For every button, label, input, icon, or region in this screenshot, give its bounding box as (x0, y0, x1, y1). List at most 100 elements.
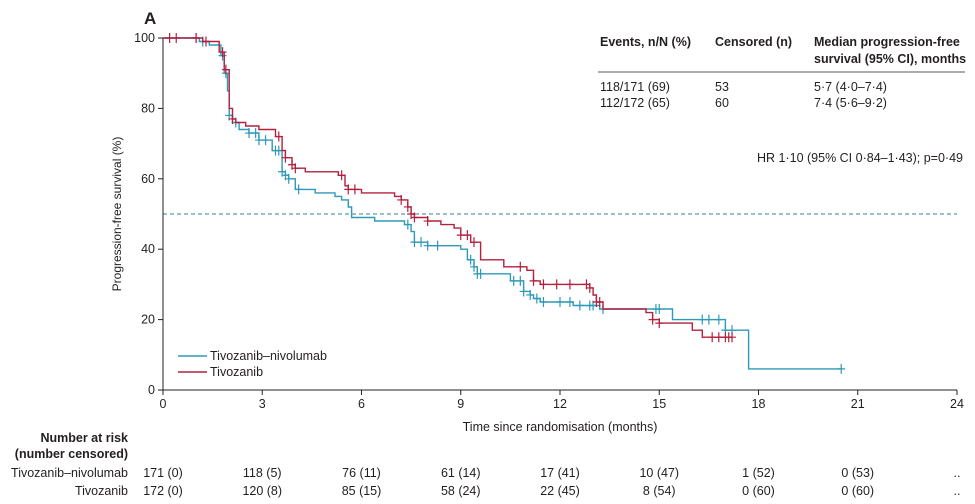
censor-mark-tivozanib-nivolumab-18 (417, 237, 426, 248)
risk-value-tivozanib-nivolumab-1: 118 (5) (243, 466, 282, 480)
censor-mark-tivozanib-nivolumab-20 (433, 240, 442, 251)
censor-mark-tivozanib-nivolumab-24 (476, 268, 485, 279)
panel-label: A (144, 9, 156, 28)
x-tick-label-12: 12 (553, 397, 567, 411)
risk-value-tivozanib-nivolumab-2: 76 (11) (342, 466, 381, 480)
x-tick-label-6: 6 (358, 397, 365, 411)
risk-value-tivozanib-6: 0 (60) (742, 484, 775, 498)
y-tick-label-0: 0 (148, 383, 155, 397)
censor-mark-tivozanib-26 (565, 279, 574, 290)
censor-mark-tivozanib-nivolumab-29 (532, 293, 541, 304)
summary-median-tivozanib-nivolumab: 5·7 (4·0–7·4) (814, 80, 887, 94)
axis-ticks: 0 3 6 9 12 15 18 21 24 0 20 40 60 80 100 (134, 31, 964, 411)
summary-censored-tivozanib-nivolumab: 53 (715, 80, 729, 94)
censor-mark-tivozanib-nivolumab-27 (519, 286, 528, 297)
summary-header-median-line2: survival (95% CI), months (814, 52, 966, 66)
risk-table-title-line1: Number at risk (40, 431, 128, 445)
y-tick-label-100: 100 (134, 31, 155, 45)
censor-mark-tivozanib-13 (350, 184, 359, 195)
censor-mark-tivozanib-nivolumab-28 (526, 289, 535, 300)
risk-row-label-tivozanib: Tivozanib (75, 484, 128, 498)
censor-mark-tivozanib-nivolumab-38 (655, 304, 664, 315)
censor-mark-tivozanib-nivolumab-14 (284, 173, 293, 184)
censor-mark-tivozanib-22 (516, 261, 525, 272)
summary-events-tivozanib: 112/172 (65) (600, 96, 670, 110)
risk-value-tivozanib-nivolumab-4: 17 (41) (540, 466, 580, 480)
risk-value-tivozanib-7: 0 (60) (841, 484, 874, 498)
risk-value-tivozanib-nivolumab-5: 10 (47) (639, 466, 679, 480)
survival-curves (163, 33, 846, 374)
x-axis-label: Time since randomisation (months) (463, 420, 658, 434)
x-tick-label-9: 9 (457, 397, 464, 411)
censor-mark-tivozanib-4 (218, 47, 227, 58)
censor-mark-tivozanib-nivolumab-32 (565, 297, 574, 307)
censor-mark-tivozanib-nivolumab-33 (575, 300, 584, 311)
censor-mark-tivozanib-nivolumab-40 (704, 314, 713, 325)
censor-mark-tivozanib-nivolumab-31 (556, 297, 564, 307)
censor-mark-tivozanib-24 (539, 279, 548, 290)
y-tick-label-20: 20 (141, 313, 155, 327)
summary-censored-tivozanib: 60 (715, 96, 729, 110)
summary-events-tivozanib-nivolumab: 118/171 (69) (600, 80, 670, 94)
censor-mark-tivozanib-30 (595, 297, 604, 307)
censor-mark-tivozanib-nivolumab-44 (837, 363, 846, 374)
censor-mark-tivozanib-3 (202, 36, 211, 47)
y-tick-label-60: 60 (141, 172, 155, 186)
censor-mark-tivozanib-nivolumab-15 (294, 184, 303, 195)
censor-mark-tivozanib-20 (463, 230, 472, 241)
censor-mark-tivozanib-23 (529, 275, 538, 286)
censor-mark-tivozanib-37 (728, 332, 737, 343)
censor-mark-tivozanib-8 (281, 152, 290, 163)
censor-mark-tivozanib-7 (274, 131, 283, 142)
hazard-ratio-text: HR 1·10 (95% CI 0·84–1·43); p=0·49 (757, 151, 963, 165)
censor-mark-tivozanib-5 (221, 64, 230, 75)
x-tick-label-18: 18 (752, 397, 766, 411)
censor-mark-tivozanib-31 (648, 314, 657, 325)
censor-mark-tivozanib-6 (228, 113, 237, 124)
censor-mark-tivozanib-28 (585, 282, 594, 293)
legend-label-tivozanib-nivolumab: Tivozanib–nivolumab (210, 349, 327, 363)
censor-mark-tivozanib-nivolumab-7 (251, 128, 260, 139)
censor-mark-tivozanib-nivolumab-22 (469, 261, 478, 272)
risk-value-tivozanib-2: 85 (15) (342, 484, 382, 498)
censor-mark-tivozanib-15 (403, 201, 412, 212)
censor-mark-tivozanib-17 (410, 212, 419, 223)
censor-mark-tivozanib-18 (423, 216, 432, 227)
risk-table-title-line2: (number censored) (15, 447, 128, 461)
risk-row-label-tivozanib-nivolumab: Tivozanib–nivolumab (11, 466, 128, 480)
summary-header-censored: Censored (n) (715, 35, 792, 49)
y-tick-label-80: 80 (141, 101, 155, 115)
risk-value-tivozanib-nivolumab-3: 61 (14) (441, 466, 481, 480)
censor-mark-tivozanib-nivolumab-30 (539, 297, 548, 307)
x-tick-label-24: 24 (950, 397, 964, 411)
censor-mark-tivozanib-2 (192, 33, 201, 43)
risk-value-tivozanib-4: 22 (45) (540, 484, 580, 498)
risk-value-tivozanib-nivolumab-6: 1 (52) (742, 466, 775, 480)
censor-mark-tivozanib-nivolumab-16 (403, 219, 412, 230)
risk-value-tivozanib-3: 58 (24) (441, 484, 481, 498)
censor-mark-tivozanib-11 (337, 170, 346, 181)
censor-mark-tivozanib-21 (469, 237, 478, 248)
x-tick-label-0: 0 (160, 397, 167, 411)
risk-value-tivozanib-0: 172 (0) (143, 484, 183, 498)
series-line-tivozanib-nivolumab (163, 37, 842, 370)
summary-header-median-line1: Median progression-free (814, 35, 960, 49)
censor-mark-tivozanib-32 (655, 318, 664, 329)
summary-header-events: Events, n/N (%) (600, 35, 691, 49)
censor-mark-tivozanib-nivolumab-26 (516, 275, 525, 286)
censor-mark-tivozanib-25 (552, 279, 561, 290)
legend-label-tivozanib: Tivozanib (210, 365, 263, 379)
censor-mark-tivozanib-14 (397, 194, 406, 205)
risk-value-tivozanib-nivolumab-8: .. (954, 466, 961, 480)
risk-value-tivozanib-5: 8 (54) (643, 484, 676, 498)
y-axis-label: Progression-free survival (%) (110, 137, 124, 292)
risk-value-tivozanib-1: 120 (8) (242, 484, 282, 498)
censor-mark-tivozanib-10 (291, 163, 300, 174)
risk-value-tivozanib-nivolumab-0: 171 (0) (143, 466, 183, 480)
x-tick-label-15: 15 (652, 397, 666, 411)
censor-mark-tivozanib-1 (172, 33, 181, 43)
censor-mark-tivozanib-nivolumab-21 (466, 254, 475, 265)
x-tick-label-3: 3 (259, 397, 266, 411)
censor-mark-tivozanib-nivolumab-19 (423, 240, 432, 251)
censor-mark-tivozanib-nivolumab-41 (714, 314, 723, 325)
